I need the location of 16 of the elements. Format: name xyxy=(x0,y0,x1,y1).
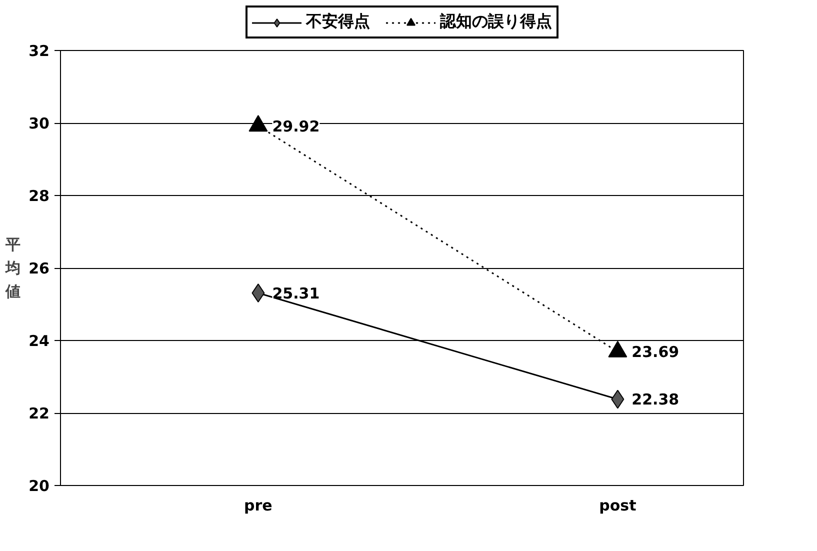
y-tick-label: 26 xyxy=(28,260,50,278)
y-tick-label: 32 xyxy=(28,42,50,60)
data-label: 22.38 xyxy=(632,390,680,409)
data-label: 25.31 xyxy=(272,284,320,303)
y-tick-label: 22 xyxy=(28,404,50,422)
y-tick-label: 30 xyxy=(28,114,50,132)
y-tick-label: 20 xyxy=(28,477,50,495)
legend-label: 不安得点 xyxy=(306,12,370,32)
y-tick-label: 28 xyxy=(28,187,50,205)
x-tick-label: post xyxy=(599,496,636,514)
legend-label: 認知の誤り得点 xyxy=(440,12,552,32)
x-tick-label: pre xyxy=(244,496,272,514)
data-label: 23.69 xyxy=(632,343,680,362)
y-axis-title: 平均値 xyxy=(4,236,21,300)
y-tick-label: 24 xyxy=(28,332,50,350)
data-label: 29.92 xyxy=(272,117,320,136)
